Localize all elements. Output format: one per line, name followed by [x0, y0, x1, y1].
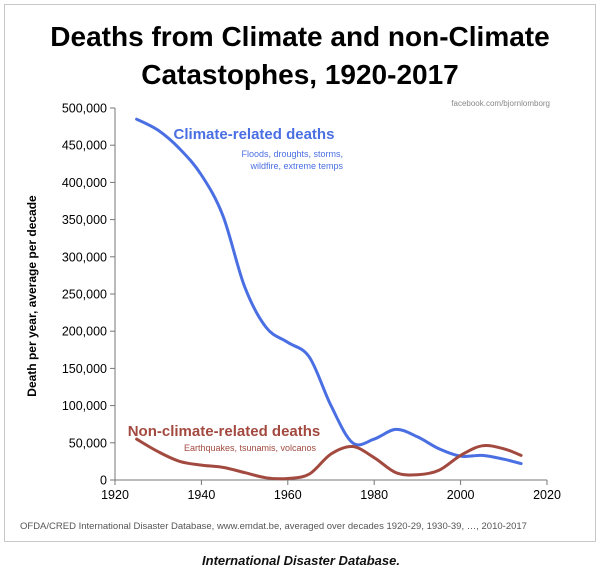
y-tick-label: 50,000 [69, 436, 107, 450]
series-line-non-climate [135, 437, 523, 481]
y-tick-label: 0 [100, 474, 107, 488]
chart-frame [4, 4, 596, 542]
series-sublabel-non-climate: Earthquakes, tsunamis, volcanos [184, 443, 317, 453]
x-tick-label: 1940 [187, 488, 215, 502]
series-label-non-climate: Non-climate-related deaths [128, 423, 321, 440]
y-tick-label: 200,000 [62, 325, 107, 339]
footnote: OFDA/CRED International Disaster Databas… [20, 521, 527, 532]
x-tick-label: 1960 [274, 488, 302, 502]
x-tick-label: 1980 [360, 488, 388, 502]
series-layer [135, 117, 523, 481]
chart-title-line-1: Deaths from Climate and non-Climate [50, 21, 549, 52]
x-tick-label: 1920 [101, 488, 129, 502]
figure-caption: International Disaster Database. [202, 553, 400, 568]
line-chart: Deaths from Climate and non-Climate Cata… [20, 21, 561, 532]
y-axis-label: Death per year, average per decade [25, 195, 39, 397]
y-tick-label: 300,000 [62, 250, 107, 264]
chart-title-line-2: Catastophes, 1920-2017 [141, 59, 459, 90]
series-sublabel-climate-1: Floods, droughts, storms, [241, 149, 343, 159]
x-tick-label: 2000 [447, 488, 475, 502]
series-label-climate: Climate-related deaths [174, 126, 335, 143]
y-tick-label: 100,000 [62, 399, 107, 413]
y-tick-label: 450,000 [62, 139, 107, 153]
y-tick-label: 350,000 [62, 213, 107, 227]
axes: 0 50,000 100,000 150,000 200,000 250,000 300,0… [62, 102, 561, 503]
series-sublabel-climate-2: wildfire, extreme temps [249, 161, 343, 171]
y-tick-label: 150,000 [62, 362, 107, 376]
y-tick-label: 250,000 [62, 288, 107, 302]
watermark: facebook.com/bjornlomborg [451, 99, 550, 108]
y-tick-label: 500,000 [62, 102, 107, 116]
y-tick-label: 400,000 [62, 176, 107, 190]
x-tick-label: 2020 [533, 488, 561, 502]
